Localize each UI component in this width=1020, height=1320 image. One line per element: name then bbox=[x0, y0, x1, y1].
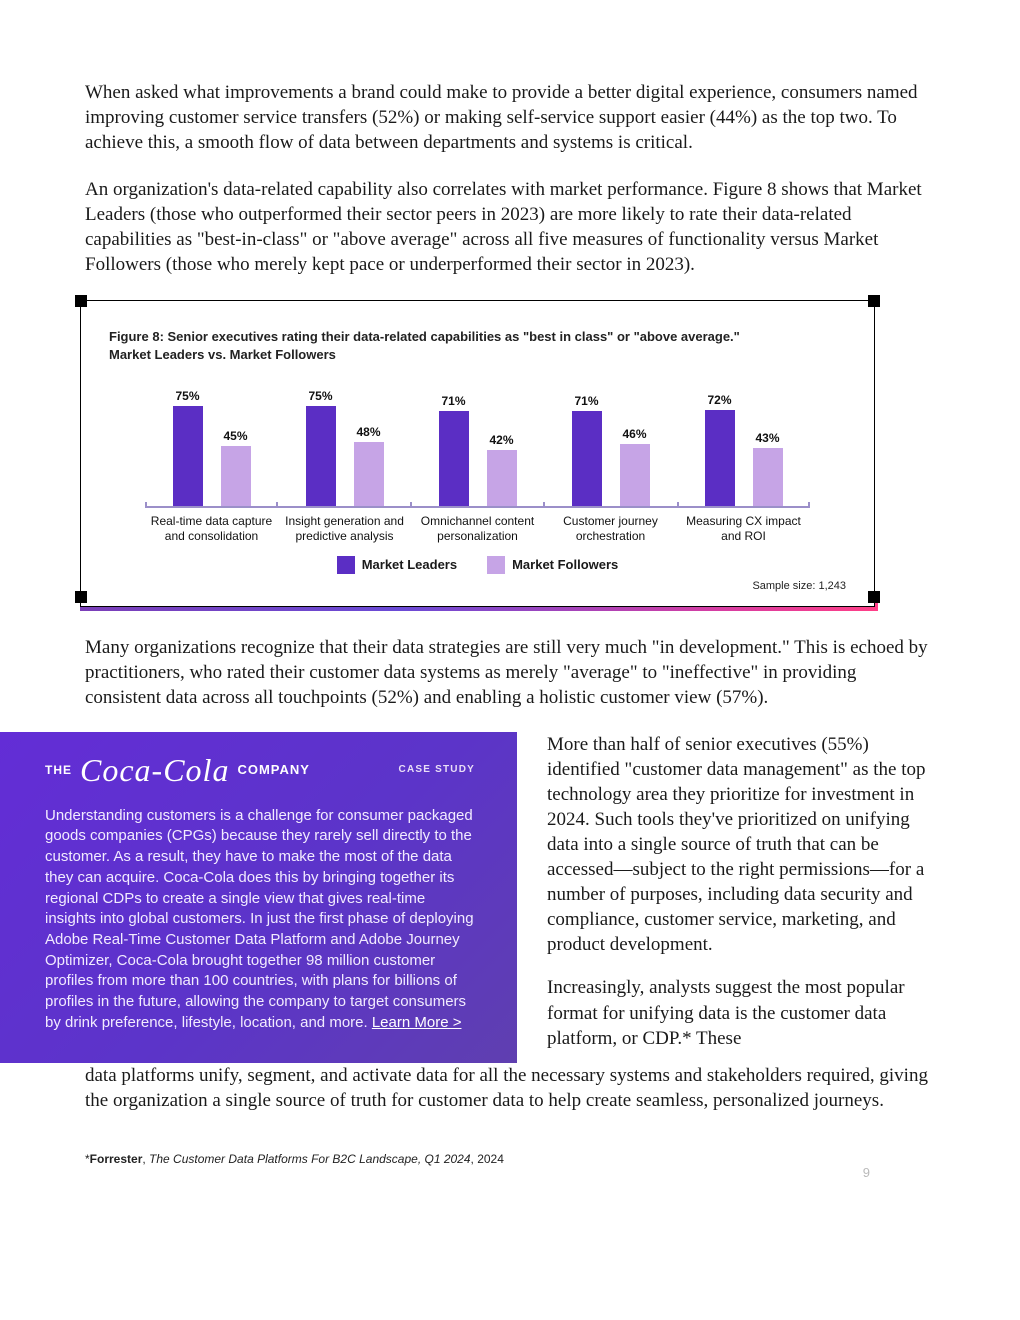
bar-leaders: 71% bbox=[439, 394, 469, 506]
corner-decor bbox=[868, 295, 880, 307]
bar-value-label: 43% bbox=[755, 431, 779, 445]
bar-value-label: 75% bbox=[175, 389, 199, 403]
case-study-body: Understanding customers is a challenge f… bbox=[45, 806, 475, 1034]
bar-followers: 46% bbox=[620, 427, 650, 505]
figure-title: Figure 8: Senior executives rating their… bbox=[109, 329, 846, 344]
corner-decor bbox=[75, 295, 87, 307]
bar-rect bbox=[221, 446, 251, 506]
bar-group: 72% 43% bbox=[677, 386, 810, 506]
category-label: Customer journey orchestration bbox=[544, 514, 677, 544]
bar-followers: 42% bbox=[487, 433, 517, 506]
logo-post: COMPANY bbox=[237, 762, 309, 777]
chart-categories: Real-time data capture and consolidation… bbox=[145, 514, 810, 544]
legend-followers-label: Market Followers bbox=[512, 557, 618, 572]
bar-rect bbox=[173, 406, 203, 506]
paragraph-1: When asked what improvements a brand cou… bbox=[85, 80, 935, 155]
bar-followers: 48% bbox=[354, 425, 384, 506]
bar-rect bbox=[705, 410, 735, 506]
category-label: Insight generation and predictive analys… bbox=[278, 514, 411, 544]
logo-script: Coca-Cola bbox=[80, 754, 229, 786]
category-label: Measuring CX impact and ROI bbox=[677, 514, 810, 544]
bar-rect bbox=[572, 411, 602, 506]
corner-decor bbox=[868, 591, 880, 603]
chart-axis bbox=[145, 506, 810, 508]
bar-rect bbox=[620, 444, 650, 505]
swatch-leaders bbox=[337, 556, 355, 574]
paragraph-5b: data platforms unify, segment, and activ… bbox=[85, 1063, 935, 1113]
bar-value-label: 48% bbox=[356, 425, 380, 439]
case-study-tag: CASE STUDY bbox=[399, 764, 475, 775]
category-label: Real-time data capture and consolidation bbox=[145, 514, 278, 544]
chart-bars: 75% 45% 75% 48% 71% 42% 71% 46% 72% 43% bbox=[109, 386, 846, 506]
bar-rect bbox=[306, 406, 336, 506]
bar-group: 71% 42% bbox=[411, 386, 544, 506]
paragraph-4: More than half of senior executives (55%… bbox=[547, 732, 935, 958]
corner-decor bbox=[75, 591, 87, 603]
bar-value-label: 46% bbox=[622, 427, 646, 441]
sample-size: Sample size: 1,243 bbox=[109, 580, 846, 592]
bar-group: 75% 45% bbox=[145, 386, 278, 506]
swatch-followers bbox=[487, 556, 505, 574]
paragraph-2: An organization's data-related capabilit… bbox=[85, 177, 935, 277]
bar-leaders: 72% bbox=[705, 393, 735, 506]
bar-group: 71% 46% bbox=[544, 386, 677, 506]
footnote: *Forrester, The Customer Data Platforms … bbox=[85, 1152, 935, 1166]
bar-rect bbox=[487, 450, 517, 506]
page-number: 9 bbox=[863, 1165, 870, 1180]
chart-legend: Market Leaders Market Followers bbox=[109, 556, 846, 574]
bar-value-label: 45% bbox=[223, 429, 247, 443]
learn-more-link[interactable]: Learn More > bbox=[372, 1014, 462, 1031]
logo-pre: THE bbox=[45, 763, 72, 777]
paragraph-5a: Increasingly, analysts suggest the most … bbox=[547, 975, 935, 1050]
legend-leaders-label: Market Leaders bbox=[362, 557, 457, 572]
footnote-source: Forrester bbox=[90, 1152, 143, 1166]
bar-leaders: 71% bbox=[572, 394, 602, 506]
bar-value-label: 71% bbox=[441, 394, 465, 408]
legend-followers: Market Followers bbox=[487, 556, 618, 574]
bar-value-label: 72% bbox=[707, 393, 731, 407]
case-study-panel: THE Coca-Cola COMPANY CASE STUDY Underst… bbox=[0, 732, 517, 1064]
bar-leaders: 75% bbox=[173, 389, 203, 506]
bar-followers: 43% bbox=[753, 431, 783, 505]
legend-leaders: Market Leaders bbox=[337, 556, 457, 574]
category-label: Omnichannel content personalization bbox=[411, 514, 544, 544]
bar-value-label: 75% bbox=[308, 389, 332, 403]
case-study-text: Understanding customers is a challenge f… bbox=[45, 807, 474, 1031]
bar-value-label: 71% bbox=[574, 394, 598, 408]
coca-cola-logo: THE Coca-Cola COMPANY bbox=[45, 754, 310, 786]
footnote-year: , 2024 bbox=[471, 1152, 504, 1166]
bar-leaders: 75% bbox=[306, 389, 336, 506]
bar-followers: 45% bbox=[221, 429, 251, 506]
figure-8: Figure 8: Senior executives rating their… bbox=[80, 300, 875, 607]
figure-subtitle: Market Leaders vs. Market Followers bbox=[109, 347, 846, 362]
bar-rect bbox=[439, 411, 469, 506]
bar-rect bbox=[354, 442, 384, 506]
paragraph-3: Many organizations recognize that their … bbox=[85, 635, 935, 710]
footnote-title: The Customer Data Platforms For B2C Land… bbox=[149, 1152, 471, 1166]
bar-group: 75% 48% bbox=[278, 386, 411, 506]
bar-rect bbox=[753, 448, 783, 505]
bar-value-label: 42% bbox=[489, 433, 513, 447]
